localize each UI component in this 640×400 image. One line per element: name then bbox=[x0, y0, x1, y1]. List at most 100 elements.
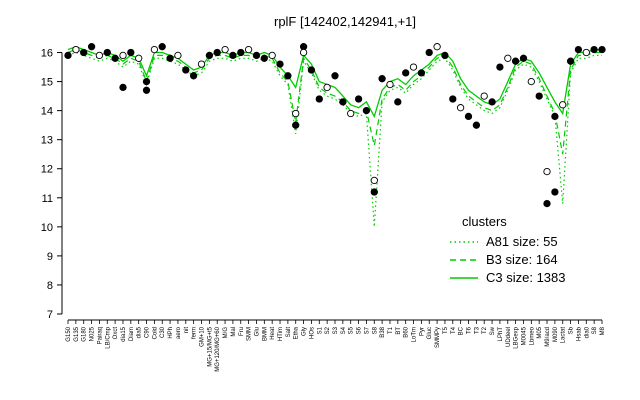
data-point bbox=[362, 106, 371, 115]
x-tick-label: Sb bbox=[569, 326, 575, 334]
data-point bbox=[292, 109, 300, 118]
series-line-dashed bbox=[67, 48, 602, 155]
data-point bbox=[433, 43, 441, 51]
x-tick-label: UDdeel bbox=[506, 327, 512, 347]
x-tick-label: T4 bbox=[451, 326, 457, 334]
data-point bbox=[598, 45, 606, 54]
x-tick-label: HPh bbox=[168, 327, 174, 339]
x-tick-label: LB/Cmp bbox=[105, 326, 111, 348]
x-tick-label: Gly bbox=[302, 327, 308, 336]
x-tick-label: dia5 bbox=[137, 326, 143, 338]
data-point bbox=[276, 60, 284, 68]
x-tick-label: BT bbox=[396, 327, 402, 335]
x-tick-label: Lbmeo bbox=[529, 326, 535, 345]
data-point bbox=[339, 98, 347, 106]
data-point bbox=[551, 112, 559, 121]
data-point bbox=[449, 95, 457, 103]
data-point bbox=[472, 121, 481, 129]
x-tick-label: MG+120/MG+60 bbox=[215, 326, 221, 371]
x-tick-label: M9/acd bbox=[545, 327, 551, 347]
x-tick-label: Cold bbox=[152, 327, 158, 339]
data-point bbox=[378, 75, 386, 83]
data-point bbox=[566, 57, 575, 65]
x-tick-label: Gluc bbox=[427, 327, 433, 339]
x-tick-label: Etha bbox=[294, 326, 300, 339]
x-tick-label: Salt bbox=[286, 327, 292, 338]
data-point bbox=[417, 69, 426, 77]
data-point bbox=[119, 83, 127, 92]
x-tick-label: dia0 bbox=[584, 326, 590, 338]
legend-label: C3 size: 1383 bbox=[486, 270, 566, 285]
x-tick-label: S3 bbox=[333, 326, 339, 334]
legend-label: B3 size: 164 bbox=[486, 252, 558, 267]
data-point bbox=[559, 101, 567, 109]
x-tick-label: S8 bbox=[372, 326, 378, 334]
data-point bbox=[480, 92, 488, 100]
x-tick-label: B38 bbox=[380, 326, 386, 337]
data-point bbox=[252, 51, 261, 60]
y-tick-label: 14 bbox=[41, 106, 53, 118]
x-tick-label: M05 bbox=[537, 326, 543, 338]
x-tick-label: S2 bbox=[325, 326, 331, 334]
data-point bbox=[347, 109, 355, 118]
x-tick-label: Oxct bbox=[113, 327, 119, 340]
data-point bbox=[72, 45, 80, 54]
x-tick-label: Sw bbox=[490, 326, 496, 335]
x-tick-label: HOs bbox=[309, 327, 315, 339]
x-tick-label: S4 bbox=[341, 326, 347, 334]
data-point bbox=[464, 112, 473, 121]
data-point bbox=[166, 54, 174, 62]
data-point bbox=[315, 95, 323, 103]
data-point bbox=[111, 54, 119, 62]
x-tick-label: G150 bbox=[66, 326, 72, 341]
x-tick-label: M090 bbox=[553, 326, 559, 342]
data-point bbox=[80, 48, 88, 57]
x-tick-label: Pairaq bbox=[97, 327, 103, 344]
x-tick-label: LPhT bbox=[498, 327, 504, 342]
data-point bbox=[323, 83, 331, 92]
data-point bbox=[543, 167, 551, 176]
data-point bbox=[142, 86, 151, 94]
x-tick-label: Mal bbox=[231, 327, 237, 337]
x-tick-label: SMMPy bbox=[435, 327, 441, 348]
x-tick-label: Glu bbox=[254, 327, 260, 336]
data-point bbox=[221, 45, 229, 54]
data-point bbox=[511, 57, 520, 65]
data-point bbox=[386, 80, 394, 89]
x-tick-label: M/G bbox=[223, 327, 229, 339]
data-point bbox=[260, 54, 268, 62]
x-tick-label: LBGexp bbox=[514, 326, 520, 348]
data-point bbox=[87, 43, 96, 51]
series-line-solid bbox=[67, 46, 602, 119]
x-tick-label: T5 bbox=[443, 326, 449, 334]
plot-area bbox=[64, 43, 606, 227]
data-point bbox=[456, 104, 465, 112]
data-point bbox=[103, 48, 111, 57]
data-point bbox=[237, 48, 245, 57]
x-tick-label: G135 bbox=[74, 326, 80, 341]
data-point bbox=[370, 188, 378, 196]
data-point bbox=[370, 176, 378, 185]
data-point bbox=[182, 66, 190, 74]
x-tick-label: T2 bbox=[482, 326, 488, 334]
data-point bbox=[292, 121, 300, 129]
x-tick-label: S1 bbox=[317, 326, 323, 334]
data-point bbox=[331, 72, 339, 80]
data-point bbox=[174, 51, 182, 60]
data-point bbox=[244, 45, 253, 54]
x-tick-label: M0045 bbox=[521, 326, 527, 345]
x-tick-label: N025 bbox=[90, 326, 96, 341]
data-point bbox=[441, 51, 449, 60]
data-point bbox=[284, 72, 292, 80]
data-point bbox=[527, 77, 535, 86]
y-tick-label: 8 bbox=[47, 280, 53, 292]
data-point bbox=[551, 188, 559, 196]
data-point bbox=[307, 66, 316, 74]
data-point bbox=[158, 43, 166, 51]
data-point bbox=[409, 63, 418, 71]
data-point bbox=[197, 60, 206, 68]
legend: clusters A81 size: 55 B3 size: 164 C3 size:… bbox=[450, 214, 566, 285]
y-tick-label: 16 bbox=[41, 48, 53, 60]
x-tick-label: GM+10 bbox=[200, 326, 206, 347]
